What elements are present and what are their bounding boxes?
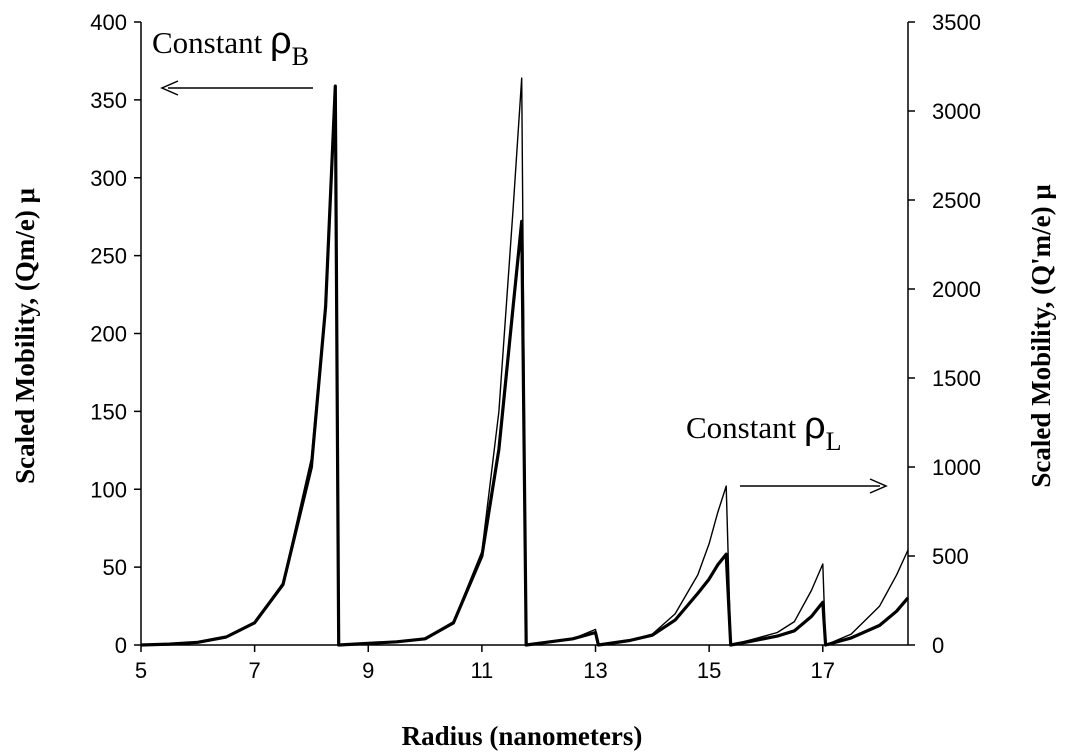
x-axis-title: Radius (nanometers) <box>402 721 643 751</box>
y-axis-title-left: Scaled Mobility, (Qm/e) μ <box>10 188 40 484</box>
y-tick-label-right: 1000 <box>932 455 981 480</box>
plot-area <box>140 77 910 647</box>
y-axis-title-right: Scaled Mobility, (Q'm/e) μ <box>1026 184 1056 487</box>
x-tick-label: 9 <box>362 658 374 683</box>
y-tick-label-left: 50 <box>103 555 127 580</box>
annotation-right-symbol: ρ <box>804 405 826 447</box>
y-tick-label-right: 2500 <box>932 188 981 213</box>
y-tick-label-right: 0 <box>932 633 944 658</box>
y-tick-label-left: 100 <box>90 477 127 502</box>
y-tick-label-right: 3500 <box>932 10 981 35</box>
annotation-left-text: Constant <box>152 25 270 60</box>
x-tick-label: 17 <box>811 658 835 683</box>
y-tick-label-left: 200 <box>90 322 127 347</box>
x-tick-label: 7 <box>249 658 261 683</box>
x-tick-label: 15 <box>697 658 721 683</box>
y-tick-label-left: 0 <box>115 633 127 658</box>
y-tick-label-right: 500 <box>932 544 969 569</box>
svg-text:Constant ρB: Constant ρB <box>152 20 309 71</box>
x-tick-label: 5 <box>135 658 147 683</box>
y-tick-label-left: 400 <box>90 10 127 35</box>
annotation-right-arrowhead <box>869 478 888 494</box>
ticks: 5 7 9 11 13 15 17 0 50 100 150 200 250 300 350 400 0 500 1… <box>90 10 981 683</box>
y-tick-label-left: 300 <box>90 166 127 191</box>
y-tick-label-left: 350 <box>90 88 127 113</box>
y-tick-label-right: 3000 <box>932 99 981 124</box>
svg-text:Constant ρL: Constant ρL <box>686 405 842 456</box>
x-tick-label: 13 <box>583 658 607 683</box>
annotation-left-subscript: B <box>292 42 309 71</box>
series-line-thick <box>140 84 910 647</box>
annotation-right-subscript: L <box>826 427 842 456</box>
x-tick-label: 11 <box>470 658 493 683</box>
annotation-left: Constant ρB <box>152 20 313 96</box>
y-tick-label-right: 1500 <box>932 366 981 391</box>
annotation-right-text: Constant <box>686 410 804 445</box>
y-tick-label-left: 250 <box>90 244 127 269</box>
y-tick-label-right: 2000 <box>932 277 981 302</box>
annotation-left-symbol: ρ <box>270 20 292 62</box>
annotation-right: Constant ρL <box>686 405 888 494</box>
annotation-left-arrowhead <box>160 80 179 96</box>
y-tick-label-left: 150 <box>90 399 127 424</box>
